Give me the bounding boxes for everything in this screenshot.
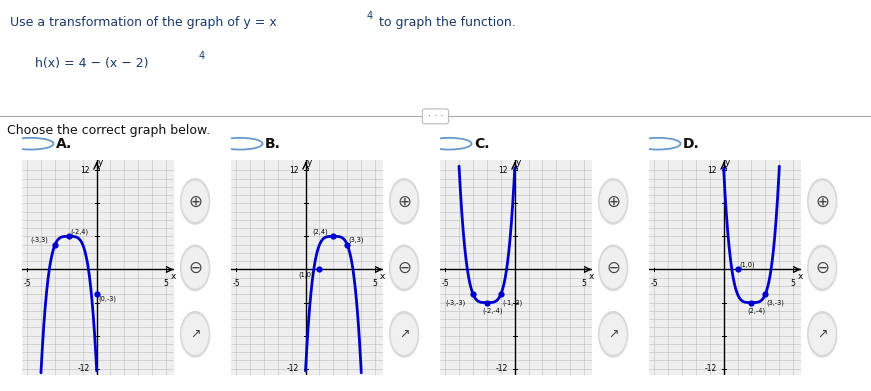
Text: -5: -5 (24, 280, 31, 289)
Circle shape (182, 181, 208, 222)
Text: (3,-3): (3,-3) (766, 299, 785, 306)
Circle shape (809, 181, 835, 222)
Text: -12: -12 (287, 364, 299, 373)
Text: D.: D. (683, 137, 699, 151)
Text: ⊕: ⊕ (606, 192, 620, 210)
Text: (2,-4): (2,-4) (747, 307, 766, 314)
Text: ↗: ↗ (817, 328, 827, 341)
Text: 12: 12 (498, 166, 508, 175)
Text: 12: 12 (289, 166, 299, 175)
Circle shape (180, 178, 210, 225)
Text: -5: -5 (233, 280, 240, 289)
Circle shape (391, 314, 417, 355)
Circle shape (598, 244, 628, 291)
Circle shape (182, 248, 208, 288)
Text: (-3,3): (-3,3) (30, 237, 48, 243)
Text: Use a transformation of the graph of y = x: Use a transformation of the graph of y =… (10, 16, 277, 29)
Text: (-3,-3): (-3,-3) (445, 299, 466, 306)
Circle shape (598, 178, 628, 225)
Circle shape (391, 181, 417, 222)
Text: ⊖: ⊖ (815, 259, 829, 277)
Text: ⊕: ⊕ (397, 192, 411, 210)
Text: y: y (307, 158, 312, 167)
Circle shape (182, 314, 208, 355)
Text: -5: -5 (442, 280, 449, 289)
Circle shape (180, 311, 210, 358)
Text: (-2,-4): (-2,-4) (483, 307, 503, 314)
Text: to graph the function.: to graph the function. (375, 16, 516, 29)
Text: h(x) = 4 − (x − 2): h(x) = 4 − (x − 2) (35, 57, 148, 70)
Circle shape (389, 178, 419, 225)
Text: y: y (516, 158, 521, 167)
Text: (1,0): (1,0) (299, 271, 314, 278)
Circle shape (600, 314, 626, 355)
Text: A.: A. (56, 137, 72, 151)
Text: 5: 5 (791, 280, 795, 289)
Circle shape (600, 181, 626, 222)
Text: ⊖: ⊖ (606, 259, 620, 277)
Text: x: x (380, 273, 385, 282)
Text: (-2,4): (-2,4) (71, 228, 88, 235)
Circle shape (807, 178, 837, 225)
Circle shape (389, 311, 419, 358)
Circle shape (600, 248, 626, 288)
Text: x: x (171, 273, 176, 282)
Text: · · ·: · · · (425, 111, 446, 121)
Text: ↗: ↗ (190, 328, 200, 341)
Text: y: y (98, 158, 103, 167)
Text: (3,3): (3,3) (348, 237, 364, 243)
Text: ⊖: ⊖ (188, 259, 202, 277)
Text: ⊖: ⊖ (397, 259, 411, 277)
Text: -12: -12 (496, 364, 508, 373)
Text: C.: C. (474, 137, 490, 151)
Text: 12: 12 (707, 166, 717, 175)
Text: Choose the correct graph below.: Choose the correct graph below. (7, 124, 210, 138)
Text: 5: 5 (164, 280, 168, 289)
Text: 5: 5 (373, 280, 377, 289)
Text: ⊕: ⊕ (188, 192, 202, 210)
Circle shape (807, 244, 837, 291)
Text: x: x (589, 273, 594, 282)
Text: 4: 4 (199, 52, 205, 61)
Circle shape (598, 311, 628, 358)
Text: x: x (798, 273, 803, 282)
Text: 12: 12 (80, 166, 90, 175)
Text: (1,0): (1,0) (739, 261, 754, 268)
Text: (2,4): (2,4) (313, 228, 328, 235)
Text: (-1,-3): (-1,-3) (503, 299, 523, 306)
Text: 5: 5 (582, 280, 586, 289)
Circle shape (180, 244, 210, 291)
Text: B.: B. (265, 137, 280, 151)
Circle shape (807, 311, 837, 358)
Text: -12: -12 (705, 364, 717, 373)
Text: y: y (725, 158, 730, 167)
Text: -5: -5 (651, 280, 658, 289)
Circle shape (391, 248, 417, 288)
Text: ⊕: ⊕ (815, 192, 829, 210)
Text: 4: 4 (367, 11, 373, 21)
Text: ↗: ↗ (399, 328, 409, 341)
Circle shape (389, 244, 419, 291)
Circle shape (809, 314, 835, 355)
Text: (0,-3): (0,-3) (98, 296, 117, 302)
Circle shape (809, 248, 835, 288)
Text: ↗: ↗ (608, 328, 618, 341)
Text: -12: -12 (78, 364, 90, 373)
